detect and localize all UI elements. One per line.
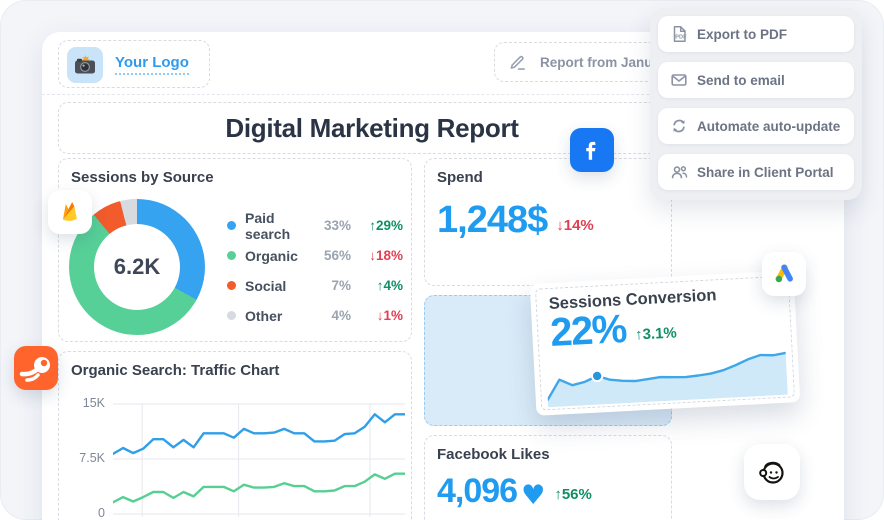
semrush-icon: [14, 346, 58, 390]
logo-label[interactable]: Your Logo: [115, 54, 189, 75]
sessions-title: Sessions by Source: [71, 169, 214, 186]
spend-value: 1,248$: [437, 199, 548, 241]
conversion-trend: ↑3.1%: [634, 324, 678, 344]
actions-menu: PDF Export to PDF Send to email: [650, 8, 862, 200]
sessions-donut: 6.2K: [69, 199, 205, 335]
share-client-portal-button[interactable]: Share in Client Portal: [658, 154, 854, 190]
header-divider: [42, 94, 844, 95]
donut-total: 6.2K: [94, 224, 180, 310]
firebase-icon: [48, 190, 92, 234]
legend-row: Other 4% ↓1%: [227, 305, 403, 326]
legend-trend: ↓1%: [376, 308, 403, 323]
legend-pct: 56%: [323, 248, 351, 263]
legend-label: Social: [245, 277, 287, 294]
heart-icon: ♥: [521, 480, 546, 511]
legend-pct: 4%: [331, 308, 351, 323]
refresh-icon: [669, 117, 688, 135]
legend-pct: 33%: [323, 218, 351, 233]
widget-facebook-likes[interactable]: Facebook Likes 4,096 ♥ ↑56%: [424, 435, 672, 520]
report-note-text: Report from Janu: [540, 54, 653, 70]
report-note-box[interactable]: Report from Janu: [494, 42, 690, 82]
fb-likes-value: 4,096: [437, 472, 518, 510]
page-title: Digital Marketing Report: [225, 112, 519, 143]
automate-update-button[interactable]: Automate auto-update: [658, 108, 854, 144]
legend-trend: ↑29%: [369, 218, 403, 233]
svg-text:PDF: PDF: [675, 34, 687, 40]
legend-dot: [227, 281, 236, 290]
facebook-icon: [570, 128, 614, 172]
y-tick: 15K: [82, 396, 105, 410]
legend-pct: 7%: [331, 278, 351, 293]
widget-spend[interactable]: Spend 1,248$ ↓14%: [424, 158, 672, 286]
legend-row: Paid search 33% ↑29%: [227, 210, 403, 242]
legend-dot: [227, 251, 236, 260]
widget-sessions-by-source[interactable]: Sessions by Source 6.2K Paid search 33% …: [58, 158, 412, 342]
fb-likes-title: Facebook Likes: [437, 446, 550, 463]
logo-placeholder[interactable]: Your Logo: [58, 40, 210, 88]
legend-label: Other: [245, 307, 283, 324]
traffic-title: Organic Search: Traffic Chart: [71, 362, 280, 379]
menu-item-label: Share in Client Portal: [697, 164, 834, 180]
menu-item-label: Send to email: [697, 72, 785, 88]
y-tick: 7.5K: [79, 451, 105, 465]
legend-trend: ↑4%: [376, 278, 403, 293]
menu-item-label: Automate auto-update: [697, 118, 841, 134]
spend-title: Spend: [437, 169, 483, 186]
legend-row: Social 7% ↑4%: [227, 275, 403, 296]
email-icon: [669, 71, 688, 89]
conversion-spark-svg: [546, 351, 788, 408]
legend-dot: [227, 221, 236, 230]
legend-dot: [227, 311, 236, 320]
traffic-chart-svg: [113, 403, 405, 517]
people-icon: [669, 163, 688, 181]
send-email-button[interactable]: Send to email: [658, 62, 854, 98]
camera-icon: [67, 47, 103, 83]
legend-row: Organic 56% ↓18%: [227, 245, 403, 266]
sessions-legend: Paid search 33% ↑29% Organic 56% ↓18% So…: [227, 210, 403, 326]
google-ads-icon: [762, 252, 806, 296]
menu-item-label: Export to PDF: [697, 26, 787, 42]
legend-label: Organic: [245, 247, 298, 264]
widget-traffic-chart[interactable]: Organic Search: Traffic Chart 15K 7.5K 0: [58, 351, 412, 520]
conversion-value: 22%: [549, 307, 627, 355]
report-title-box[interactable]: Digital Marketing Report: [58, 102, 686, 154]
mailchimp-icon: [744, 444, 800, 500]
legend-label: Paid search: [245, 209, 291, 242]
pencil-icon: [510, 55, 525, 70]
spend-trend: ↓14%: [556, 217, 594, 234]
widget-sessions-conversion[interactable]: Sessions Conversion 22% ↑3.1%: [529, 270, 801, 416]
fb-likes-trend: ↑56%: [554, 486, 592, 503]
y-tick: 0: [98, 506, 105, 520]
legend-trend: ↓18%: [369, 248, 403, 263]
pdf-icon: PDF: [669, 25, 688, 43]
export-pdf-button[interactable]: PDF Export to PDF: [658, 16, 854, 52]
